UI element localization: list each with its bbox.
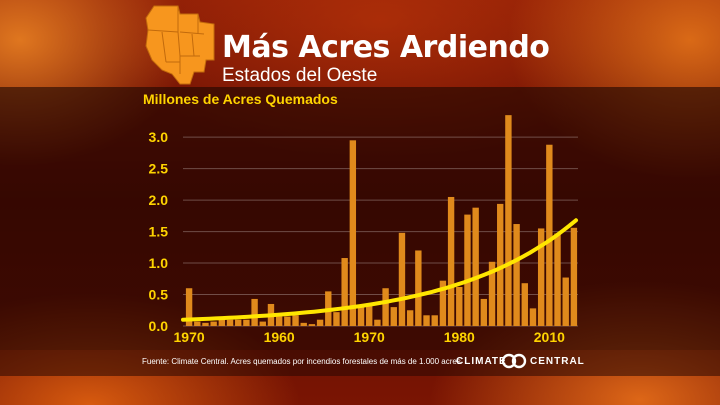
x-tick-layer: 1970 1960 1970 1980 2010	[174, 329, 566, 345]
bar	[210, 321, 217, 326]
x-tick-label: 1970	[354, 329, 385, 345]
bar	[218, 319, 226, 326]
footer-band	[0, 350, 720, 376]
logo-text-central: CENTRAL	[530, 356, 585, 367]
page-subtitle: Estados del Oeste	[222, 65, 378, 86]
bar	[194, 321, 201, 326]
bar	[374, 319, 381, 326]
bar	[513, 224, 520, 326]
bar	[300, 322, 307, 326]
western-us-states-map-icon	[145, 5, 215, 85]
bar	[251, 298, 258, 326]
page-title: Más Acres Ardiendo	[222, 30, 550, 65]
bar	[349, 140, 357, 326]
bar	[423, 315, 430, 326]
y-tick-label: 2.5	[149, 161, 169, 177]
bar	[341, 258, 348, 326]
climate-central-logo-icon	[501, 353, 527, 369]
y-tick-layer: 0.0 0.5 1.0 1.5 2.0 2.5 3.0	[149, 129, 169, 334]
bar	[415, 250, 422, 326]
bar	[406, 310, 414, 326]
bar	[456, 286, 463, 326]
x-tick-label: 1980	[444, 329, 475, 345]
bar	[185, 288, 193, 326]
trend-layer	[181, 218, 578, 322]
bar	[259, 321, 266, 326]
bar	[308, 324, 316, 326]
bar	[447, 196, 455, 326]
bar	[366, 303, 373, 326]
y-tick-label: 1.5	[149, 224, 169, 240]
bar	[505, 115, 512, 326]
bar	[235, 319, 242, 326]
bar	[439, 280, 447, 326]
map-borders	[147, 6, 205, 74]
bar	[537, 228, 545, 326]
bar	[546, 144, 553, 326]
bar	[570, 227, 578, 326]
bar	[562, 277, 569, 326]
bar	[480, 298, 488, 326]
bar-layer	[185, 115, 578, 326]
bar	[431, 315, 438, 326]
bar	[243, 319, 250, 326]
trend-line	[181, 218, 578, 322]
x-tick-label: 1960	[264, 329, 295, 345]
bar	[554, 233, 561, 326]
bar	[226, 319, 234, 326]
bar	[202, 322, 209, 326]
source-note: Fuente: Climate Central. Acres quemados …	[142, 357, 461, 366]
bar	[333, 312, 340, 326]
bar	[529, 308, 537, 326]
bar	[488, 261, 496, 326]
bar	[464, 214, 471, 326]
bar	[497, 203, 504, 326]
bar	[316, 319, 324, 326]
bar	[382, 288, 389, 326]
y-tick-label: 0.5	[149, 287, 169, 303]
y-axis-label: Millones de Acres Quemados	[143, 91, 338, 107]
bar	[521, 283, 528, 326]
y-tick-label: 2.0	[149, 192, 169, 208]
x-tick-label: 1970	[174, 329, 205, 345]
logo-text-climate: CLIMATE	[456, 356, 507, 367]
y-tick-label: 1.0	[149, 255, 169, 271]
y-tick-label: 3.0	[149, 129, 169, 145]
bar	[390, 307, 397, 326]
bar	[292, 315, 299, 326]
y-tick-label: 0.0	[149, 318, 169, 334]
bar	[472, 207, 479, 326]
x-tick-label: 2010	[534, 329, 565, 345]
bar	[275, 316, 283, 326]
bar	[398, 232, 406, 326]
bar	[284, 316, 291, 326]
bar	[357, 305, 365, 326]
